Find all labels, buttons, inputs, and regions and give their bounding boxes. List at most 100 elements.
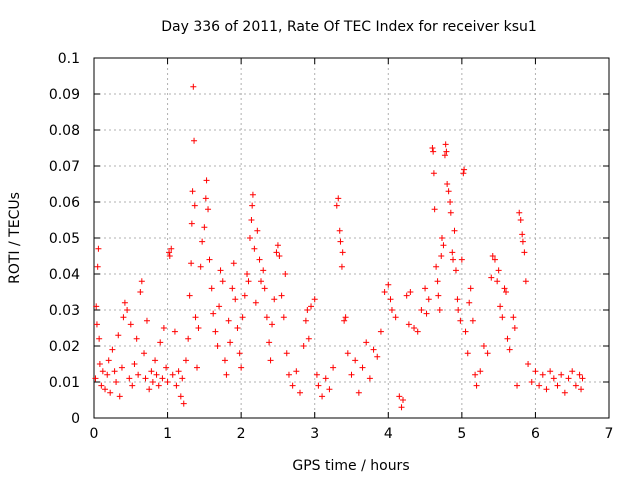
data-point	[472, 371, 479, 378]
data-point	[124, 307, 131, 313]
data-point	[127, 321, 134, 328]
data-point	[532, 368, 539, 375]
data-point	[249, 202, 256, 209]
data-point	[206, 256, 213, 263]
data-point	[516, 209, 523, 216]
data-point	[442, 141, 449, 148]
data-point	[469, 317, 476, 324]
data-point	[422, 285, 429, 292]
data-point	[377, 328, 384, 335]
data-point	[155, 382, 162, 389]
data-point	[441, 152, 448, 159]
data-point	[249, 191, 256, 198]
chart-title: Day 336 of 2011, Rate Of TEC Index for r…	[161, 19, 537, 35]
axis-ticks	[93, 57, 610, 419]
data-point	[199, 238, 206, 245]
data-point	[313, 371, 320, 378]
data-point	[229, 285, 236, 292]
data-point	[443, 148, 450, 155]
data-point	[94, 263, 101, 270]
grid	[94, 58, 609, 418]
data-point	[392, 314, 399, 321]
data-point	[547, 368, 554, 375]
data-point	[164, 379, 171, 385]
data-point	[214, 343, 221, 349]
data-point	[451, 227, 458, 234]
data-point	[429, 145, 436, 151]
data-point	[506, 346, 513, 353]
data-point	[480, 343, 487, 349]
data-point	[93, 303, 100, 310]
data-point	[466, 299, 473, 306]
data-point	[93, 321, 100, 328]
y-tick-label: 0.01	[49, 375, 80, 391]
data-point	[197, 263, 204, 270]
data-point	[169, 371, 176, 378]
data-point	[338, 263, 345, 270]
data-point	[455, 307, 462, 313]
data-point	[274, 242, 281, 249]
data-point	[95, 245, 102, 252]
data-point	[337, 238, 344, 245]
data-point	[116, 393, 123, 400]
data-point	[322, 375, 329, 382]
data-point	[561, 389, 568, 396]
x-tick-label: 1	[163, 426, 172, 442]
data-point	[497, 303, 504, 310]
data-point	[503, 289, 509, 295]
data-point	[133, 335, 140, 342]
data-point	[188, 260, 195, 267]
x-tick-label: 7	[605, 426, 614, 442]
data-point	[157, 339, 164, 346]
data-point	[326, 386, 333, 393]
data-point	[423, 310, 430, 317]
data-point	[525, 361, 532, 367]
data-point	[289, 382, 296, 389]
data-point	[152, 357, 159, 364]
y-axis-tick-labels: 0 0.01 0.02 0.03 0.04 0.05 0.06 0.07 0.08 0.09 0.1	[49, 51, 80, 427]
data-point	[96, 361, 103, 367]
data-point	[330, 364, 337, 371]
data-point	[191, 137, 198, 144]
data-point	[212, 328, 219, 335]
data-point	[430, 148, 437, 155]
data-point	[436, 307, 443, 313]
data-point	[517, 217, 524, 223]
data-point	[261, 285, 268, 292]
data-point	[148, 368, 155, 375]
data-point	[107, 389, 114, 396]
data-point	[308, 303, 315, 310]
data-point	[494, 278, 501, 285]
data-point	[305, 335, 312, 342]
data-point	[491, 256, 498, 263]
x-tick-label: 0	[90, 426, 99, 442]
data-point	[467, 285, 474, 292]
data-point	[109, 346, 116, 353]
data-point	[92, 375, 99, 382]
data-point	[221, 357, 228, 364]
x-tick-label: 6	[531, 426, 540, 442]
data-point	[344, 350, 351, 357]
data-point	[96, 335, 103, 342]
data-point	[578, 386, 585, 393]
data-point	[385, 281, 392, 288]
data-point	[414, 328, 421, 335]
data-point	[341, 317, 348, 324]
data-point	[239, 314, 246, 321]
data-point	[461, 166, 468, 173]
data-point	[177, 393, 184, 400]
data-point	[129, 382, 136, 389]
data-point	[141, 350, 148, 357]
data-point	[440, 242, 447, 249]
data-point	[185, 335, 192, 342]
data-point	[464, 350, 471, 357]
data-point	[238, 364, 245, 371]
data-point	[102, 386, 109, 393]
data-point	[173, 382, 180, 389]
x-tick-label: 2	[237, 426, 246, 442]
data-point	[454, 296, 461, 303]
data-point	[565, 375, 572, 382]
x-axis-label: GPS time / hours	[292, 458, 409, 474]
data-point	[333, 202, 340, 209]
data-point	[120, 314, 127, 321]
